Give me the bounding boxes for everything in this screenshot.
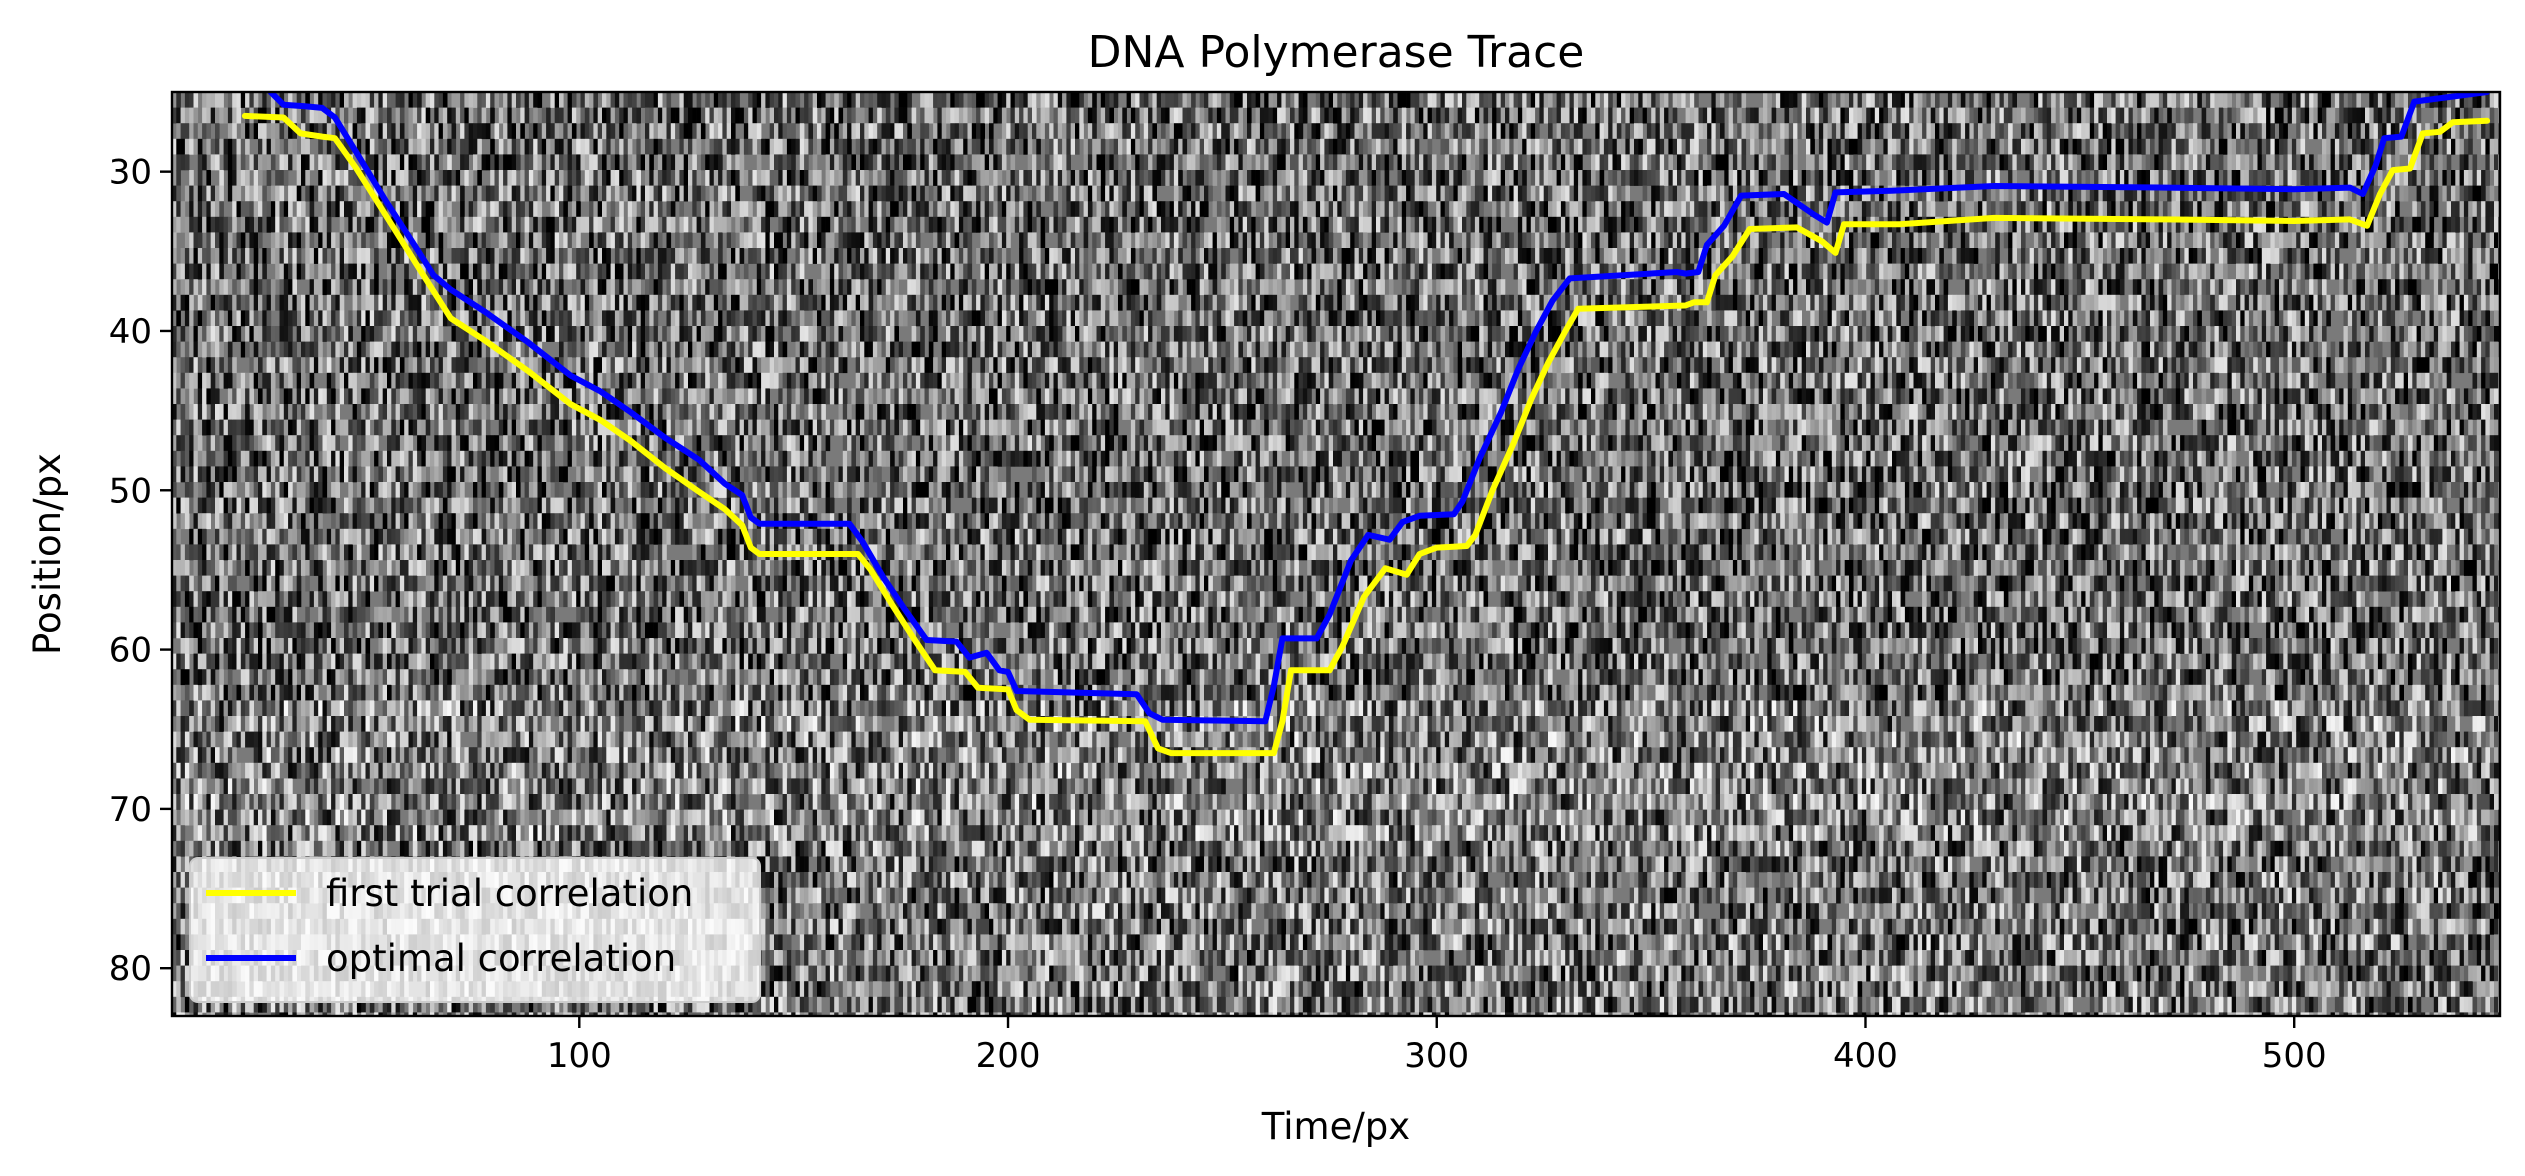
kymograph-image	[172, 92, 2500, 1016]
legend: first trial correlation optimal correlat…	[189, 857, 761, 1003]
y-tick-label: 30	[109, 153, 152, 193]
legend-label-optimal: optimal correlation	[326, 937, 676, 980]
y-tick-label: 50	[109, 471, 152, 511]
x-axis: 100 200 300 400 500	[547, 1016, 2327, 1076]
y-tick-label: 80	[109, 949, 152, 989]
x-tick-label: 500	[2262, 1036, 2327, 1076]
x-tick-label: 200	[976, 1036, 1041, 1076]
legend-label-first-trial: first trial correlation	[326, 872, 693, 915]
series-layer	[241, 92, 2491, 757]
y-axis-label: Position/px	[26, 453, 69, 655]
y-tick-label: 70	[109, 790, 152, 830]
chart-title: DNA Polymerase Trace	[1088, 27, 1585, 78]
optimal-correlation-line	[267, 92, 2491, 725]
x-tick-label: 400	[1833, 1036, 1898, 1076]
y-axis: 30 40 50 60 70 80	[109, 153, 172, 989]
x-axis-label: Time/px	[1261, 1105, 1410, 1148]
x-tick-label: 100	[547, 1036, 612, 1076]
y-tick-label: 40	[109, 312, 152, 352]
x-tick-label: 300	[1404, 1036, 1469, 1076]
first-trial-correlation-line	[241, 112, 2491, 757]
y-tick-label: 60	[109, 631, 152, 671]
plot-frame	[170, 90, 2502, 1018]
legend-box	[189, 857, 761, 1003]
